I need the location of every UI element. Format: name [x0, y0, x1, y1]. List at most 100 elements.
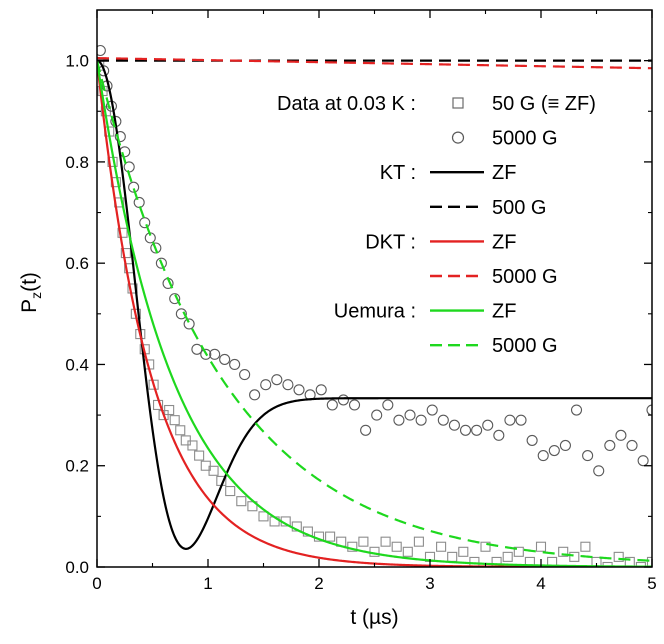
data-square-marker [194, 450, 205, 461]
legend-entry-label: 5000 G [492, 128, 558, 150]
data-circle-marker [482, 419, 494, 431]
data-circle-marker [371, 409, 383, 421]
data-circle-marker [282, 379, 294, 391]
data-square-marker [127, 283, 138, 294]
data-square-marker [602, 561, 613, 567]
legend-entry-label: ZF [492, 162, 516, 184]
data-square-marker [380, 536, 391, 547]
legend-entry-label: 5000 G [492, 266, 558, 288]
x-tick-label: 4 [536, 574, 545, 593]
data-circle-marker [337, 394, 349, 406]
data-square-marker [502, 551, 513, 562]
data-square-marker [402, 546, 413, 557]
data-square-marker [646, 556, 652, 567]
legend-group-heading: Uemura : [334, 301, 416, 323]
data-circle-marker [604, 439, 616, 452]
series-line-kt-zf [97, 59, 652, 550]
plot-area [97, 44, 652, 567]
data-square-marker [236, 496, 247, 507]
x-axis-title: t (µs) [350, 606, 398, 629]
data-circle-marker [183, 318, 195, 330]
y-tick-label: 0.0 [65, 558, 89, 577]
legend-entry-label: 50 G (≡ ZF) [492, 93, 596, 115]
data-circle-marker [169, 293, 181, 305]
data-square-marker [117, 227, 128, 238]
data-square-marker [302, 526, 313, 537]
data-circle-marker [293, 384, 305, 396]
data-circle-marker [626, 439, 638, 452]
series-line-uemura-zf [97, 60, 652, 567]
data-square-marker [148, 379, 159, 390]
series-line-dkt-5000-g [97, 57, 652, 70]
data-circle-marker [637, 455, 649, 467]
y-tick-label: 1.0 [65, 52, 89, 71]
data-circle-marker [404, 409, 416, 421]
x-tick-label: 5 [647, 574, 656, 593]
legend-entry-label: 5000 G [492, 335, 558, 357]
data-circle-marker [114, 131, 126, 143]
data-circle-marker [260, 379, 272, 391]
data-square-marker [225, 485, 236, 497]
data-circle-marker [426, 404, 438, 416]
data-circle-marker [515, 414, 527, 426]
x-tick-label: 3 [425, 574, 434, 593]
data-square-marker [358, 536, 369, 547]
y-axis-title: Pz(t) [18, 272, 44, 313]
data-square-marker [447, 551, 458, 562]
data-square-marker [164, 404, 175, 416]
data-circle-marker [570, 404, 583, 416]
y-tick-label: 0.8 [65, 153, 89, 172]
data-circle-marker [504, 414, 516, 426]
data-circle-marker [593, 465, 605, 477]
data-circle-marker [271, 374, 283, 386]
legend-data-heading: Data at 0.03 K : [277, 93, 416, 115]
legend-entry-label: ZF [492, 231, 516, 253]
data-circle-marker [249, 389, 261, 401]
data-circle-marker [360, 424, 372, 436]
data-circle-marker [175, 308, 187, 320]
y-tick-label: 0.6 [65, 254, 89, 273]
data-square-marker [480, 541, 491, 552]
legend-circle-marker [451, 131, 465, 144]
data-circle-marker [155, 257, 167, 269]
data-square-marker [180, 435, 191, 446]
data-square-marker [175, 425, 186, 436]
data-circle-marker [493, 429, 505, 441]
data-square-marker [258, 511, 269, 522]
data-circle-marker [615, 429, 627, 441]
axis-labels: t (µs) Pz(t) [18, 272, 399, 629]
x-tick-label: 0 [92, 574, 101, 593]
data-circle-marker [219, 353, 231, 365]
data-circle-marker [437, 414, 449, 426]
axes: 0 1 2 3 4 5 0.0 0.2 0.4 0.6 0.8 1.0 [65, 9, 657, 593]
data-square-marker [325, 531, 336, 542]
data-square-marker [436, 541, 447, 552]
data-circle-marker [315, 384, 327, 396]
data-square-marker [458, 546, 469, 557]
data-circle-marker [448, 419, 460, 431]
data-square-marker [158, 410, 169, 421]
data-circle-marker [209, 348, 221, 360]
data-circle-marker [128, 181, 140, 193]
data-square-marker [469, 556, 480, 567]
data-circle-marker [326, 399, 338, 411]
y-tick-label: 0.2 [65, 457, 89, 476]
legend-group-heading: DKT : [365, 231, 416, 253]
data-square-marker [413, 536, 424, 547]
x-tick-label: 2 [314, 574, 323, 593]
y-tick-label: 0.4 [65, 355, 89, 374]
data-circle-marker [200, 348, 212, 360]
data-square-marker [580, 541, 591, 552]
data-circle-marker [150, 242, 162, 254]
data-square-marker [187, 440, 198, 451]
data-circle-marker [526, 434, 538, 446]
data-circle-marker [559, 439, 571, 452]
data-circle-marker [415, 414, 427, 426]
data-circle-marker [646, 404, 652, 416]
data-square-marker [169, 415, 180, 426]
data-circle-marker [582, 450, 594, 462]
data-square-marker [120, 248, 131, 259]
data-circle-marker [229, 358, 241, 371]
data-circle-marker [459, 424, 472, 436]
